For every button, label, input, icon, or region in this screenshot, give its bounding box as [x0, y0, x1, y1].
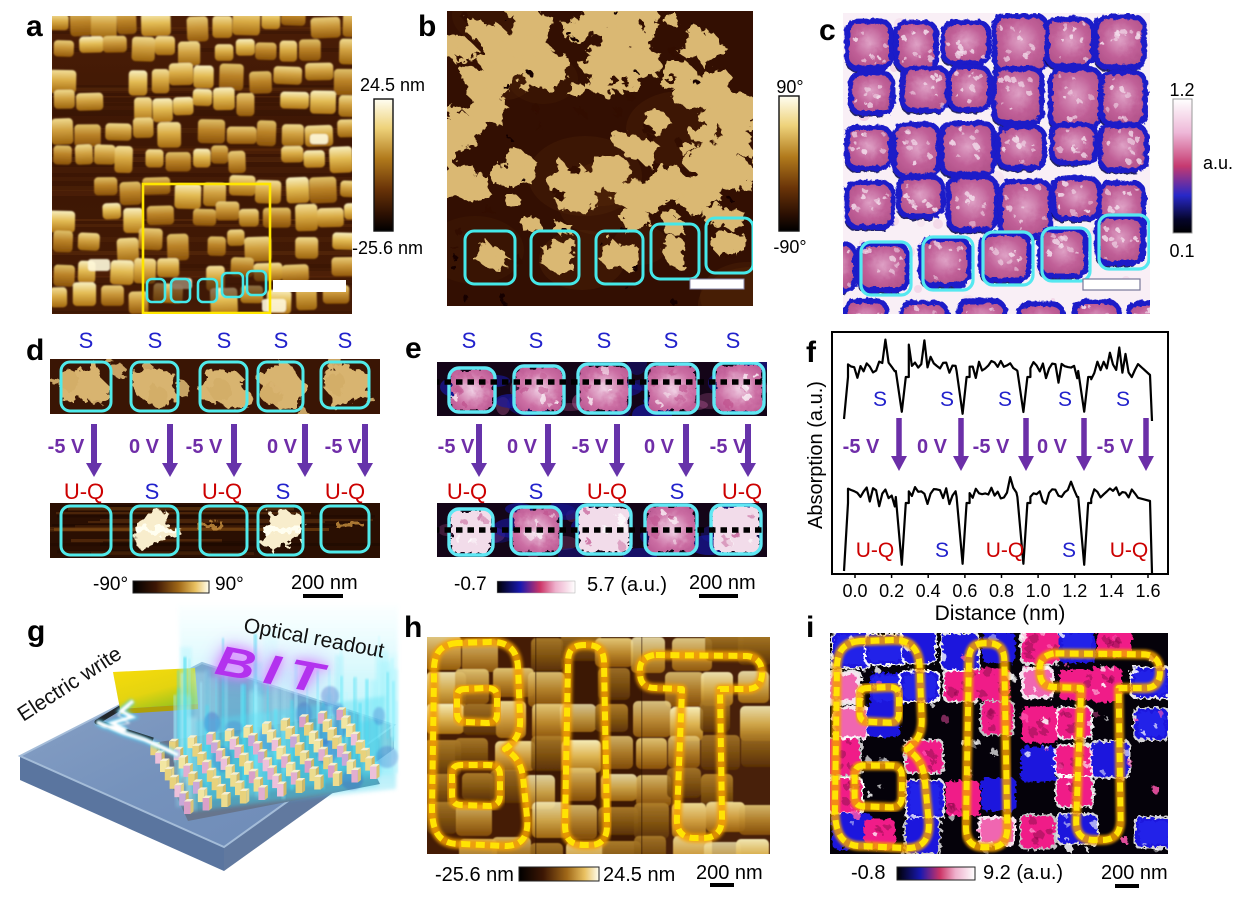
svg-text:S: S: [935, 539, 949, 562]
svg-text:0 V: 0 V: [1037, 436, 1068, 458]
svg-text:-5 V: -5 V: [1097, 436, 1134, 458]
svg-text:U-Q: U-Q: [986, 539, 1025, 562]
svg-text:U-Q: U-Q: [856, 539, 895, 562]
svg-text:1.6: 1.6: [1135, 581, 1160, 601]
svg-text:0.2: 0.2: [879, 581, 904, 601]
svg-text:1.4: 1.4: [1099, 581, 1124, 601]
svg-text:0.6: 0.6: [952, 581, 977, 601]
svg-text:S: S: [1062, 539, 1076, 562]
svg-text:-5 V: -5 V: [973, 436, 1010, 458]
svg-text:0.0: 0.0: [842, 581, 867, 601]
svg-text:0.8: 0.8: [989, 581, 1014, 601]
svg-text:S: S: [873, 388, 887, 411]
svg-text:U-Q: U-Q: [1110, 539, 1149, 562]
svg-text:0.4: 0.4: [916, 581, 941, 601]
svg-text:S: S: [998, 388, 1012, 411]
svg-text:S: S: [1058, 388, 1072, 411]
svg-text:S: S: [940, 388, 954, 411]
svg-text:1.2: 1.2: [1062, 581, 1087, 601]
svg-text:0 V: 0 V: [917, 436, 948, 458]
svg-text:-5 V: -5 V: [843, 436, 880, 458]
svg-text:S: S: [1116, 388, 1130, 411]
svg-text:Distance (nm): Distance (nm): [935, 602, 1066, 625]
svg-text:1.0: 1.0: [1026, 581, 1051, 601]
